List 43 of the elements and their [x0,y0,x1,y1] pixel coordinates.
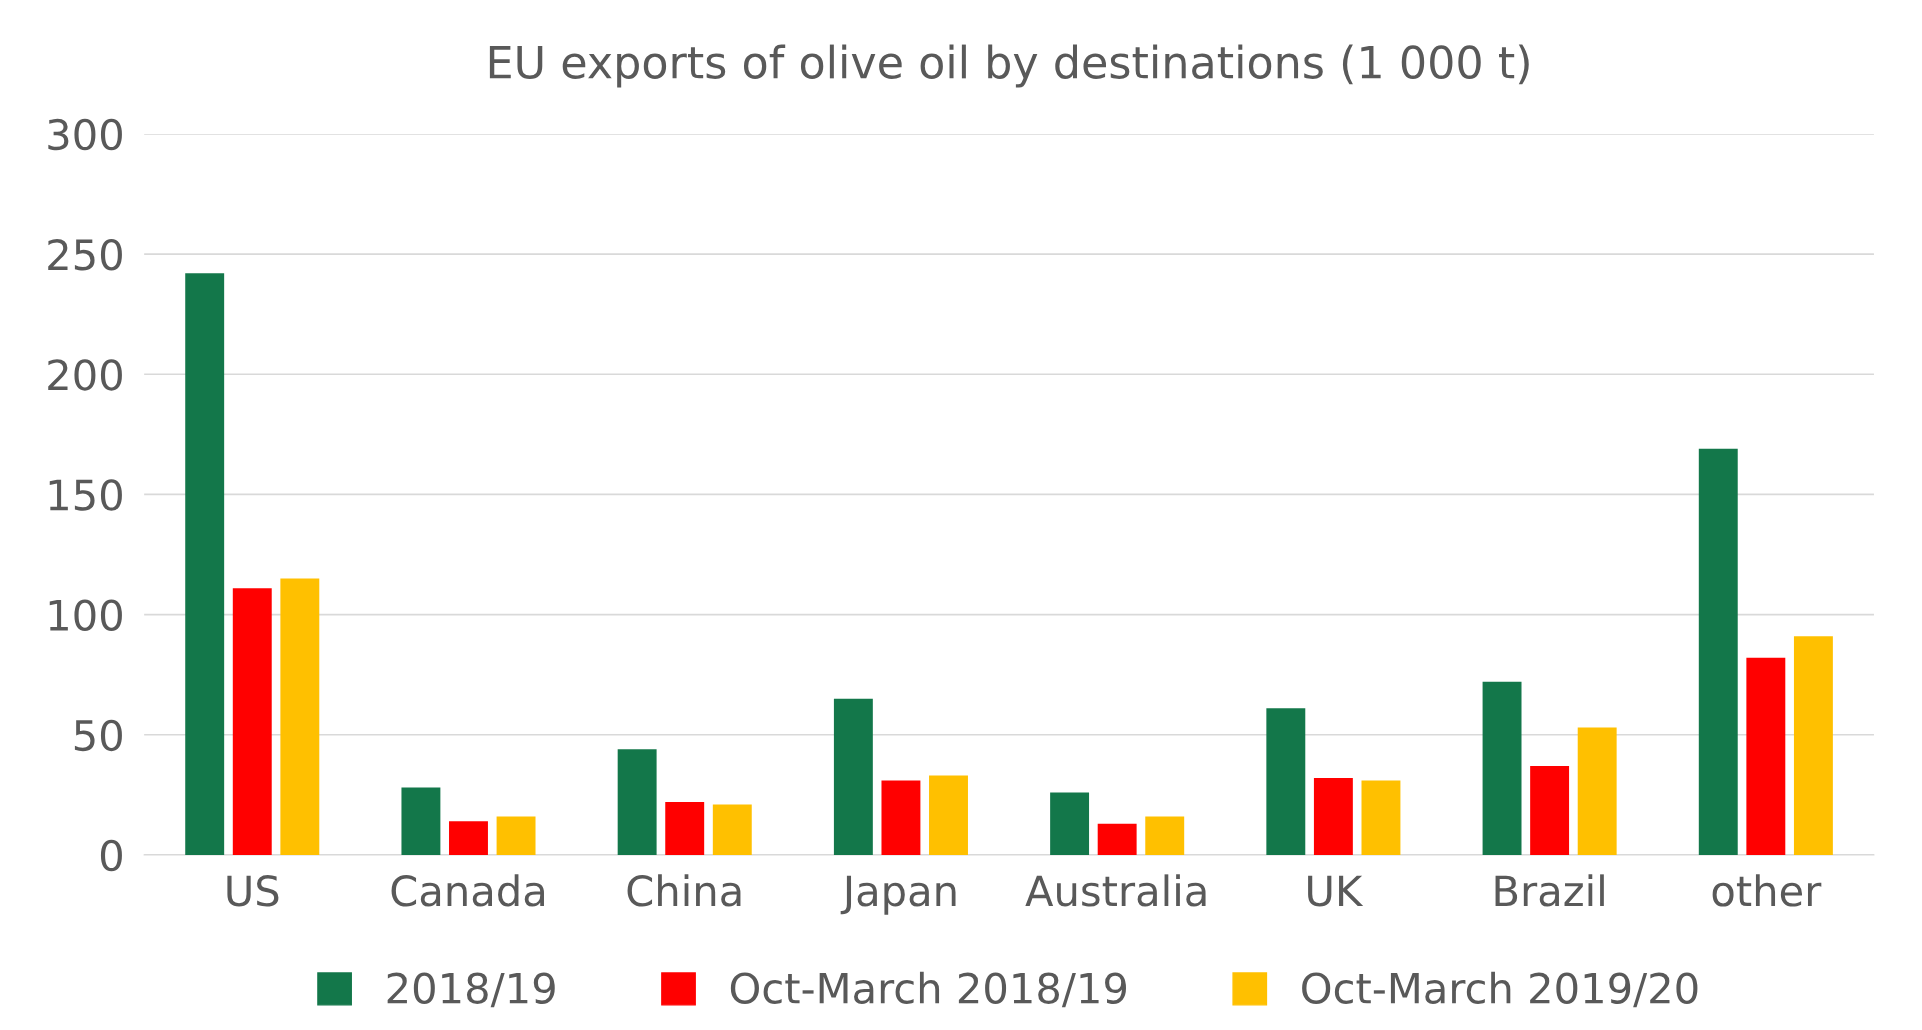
bar [712,804,752,855]
y-tick-label: 100 [49,599,122,631]
bar [1482,681,1522,855]
y-tick-label: 300 [48,118,122,151]
bar [665,802,705,855]
y-tick-label: 200 [48,359,122,391]
chart-title: EU exports of olive oil by destinations (1 000 t) [489,44,1529,88]
x-tick-label: Japan [840,875,956,915]
bar [833,698,873,855]
bar [617,749,657,855]
legend-label: Oct-March 2019/20 [1302,971,1698,1008]
legend-label: Oct-March 2018/19 [730,971,1126,1008]
x-tick-label: Australia [1025,874,1206,907]
bar [1530,765,1570,855]
bar [1266,708,1306,855]
x-tick-label: UK [1308,875,1364,907]
bar [1313,777,1353,855]
bar [496,816,536,855]
bar [1698,448,1738,855]
legend-label: 2018/19 [387,972,555,1008]
y-tick-label: 50 [74,719,122,752]
y-tick-label: 0 [100,839,122,872]
x-tick-label: Brazil [1495,874,1604,907]
bar [1746,657,1786,855]
bar [280,578,320,855]
bar [232,588,272,855]
bar [1145,816,1185,855]
bar [929,775,968,855]
bar [1577,727,1617,855]
y-tick-label: 150 [49,479,122,511]
bar [1050,792,1090,855]
bar [185,273,225,855]
x-tick-label: other [1712,874,1822,907]
bar [449,821,488,855]
x-tick-label: US [227,875,279,907]
x-tick-label: Canada [391,874,544,907]
x-tick-label: China [627,874,741,907]
y-tick-label: 250 [48,238,122,271]
bar [401,787,441,855]
bar [1361,780,1401,855]
bar [881,780,921,855]
bar [1097,823,1137,855]
bar [1793,636,1833,855]
